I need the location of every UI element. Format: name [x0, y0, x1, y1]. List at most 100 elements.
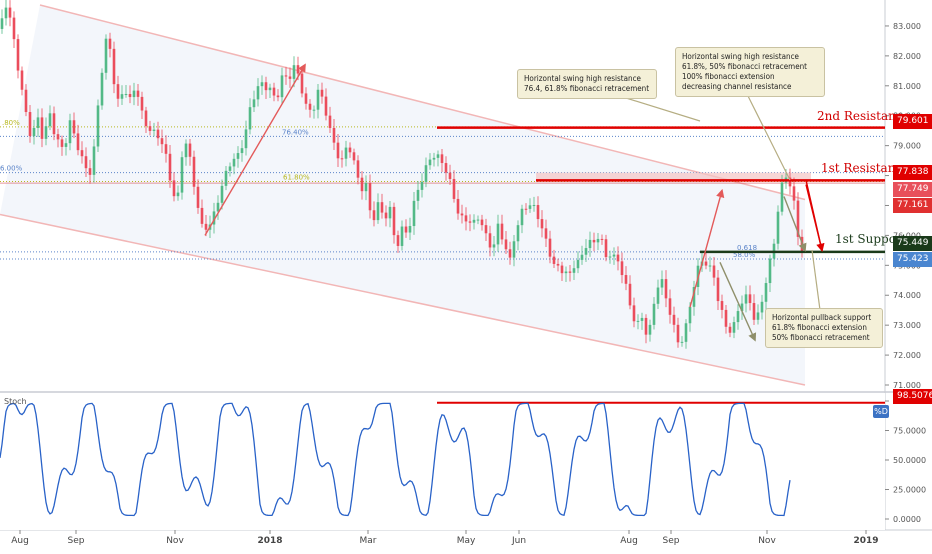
price-tag-77161: 77.161 [893, 198, 932, 213]
candle-body [424, 165, 428, 182]
projection-arrow [805, 179, 823, 251]
candle-body [644, 317, 648, 335]
candle-body [796, 200, 800, 237]
candle-body [80, 150, 84, 157]
annotation-pullback-support: Horizontal pullback support 61.8% fibona… [765, 308, 883, 348]
candle-body [708, 265, 712, 267]
candle-body [196, 186, 200, 208]
fib-label: 0.618 [737, 244, 757, 252]
candle-body [300, 73, 304, 94]
candle-body [288, 76, 292, 79]
candle-body [108, 38, 112, 49]
candle-body [364, 183, 368, 192]
candle-body [612, 254, 616, 257]
candle-body [104, 38, 108, 73]
candle-body [140, 96, 144, 111]
candle-body [40, 117, 44, 139]
candle-body [420, 181, 424, 190]
candle-body [380, 202, 384, 213]
candle-body [528, 205, 532, 209]
candle-body [564, 271, 568, 274]
time-axis-label: Aug [11, 536, 29, 546]
level-label-1st-support: 1st Support [835, 232, 907, 246]
stoch-legend-badge: %D [873, 405, 889, 418]
candle-body [136, 90, 140, 97]
price-axis-tick-label: 73.000 [893, 321, 921, 330]
candle-body [560, 265, 564, 274]
candle-body [244, 129, 248, 149]
candle-body [664, 279, 668, 299]
stoch-value-tag: 98.5076 [893, 389, 932, 404]
candle-body [484, 225, 488, 234]
candle-body [368, 183, 372, 211]
candle-body [776, 211, 780, 244]
candle-body [120, 94, 124, 99]
level-label-2nd-resistance: 2nd Resistance [817, 109, 910, 123]
fib-label: 58.0% [733, 251, 756, 259]
candle-body [292, 65, 296, 79]
candle-body [184, 143, 188, 158]
candle-body [192, 156, 196, 187]
candle-body [328, 115, 332, 128]
candle-body [592, 239, 596, 243]
candle-body [316, 89, 320, 110]
candle-body [476, 219, 480, 221]
candle-body [712, 265, 716, 278]
candle-body [36, 117, 40, 128]
candle-body [752, 303, 756, 320]
channel-fill [0, 5, 805, 386]
trend-arrow [719, 262, 757, 342]
price-tag-75423: 75.423 [893, 252, 932, 267]
candle-body [28, 112, 32, 137]
price-axis-tick-label: 81.000 [893, 82, 921, 91]
candle-body [760, 301, 764, 313]
price-tag-current: 77.749 [893, 182, 932, 197]
candle-body [248, 107, 252, 130]
time-axis-label: Jun [511, 536, 526, 546]
candle-body [656, 287, 660, 304]
candle-body [640, 317, 644, 321]
candle-body [76, 133, 80, 151]
stoch-axis-tick-label: 25.0000 [893, 486, 926, 495]
candle-body [148, 126, 152, 131]
trend-arrow [689, 188, 725, 308]
time-axis-label: 2018 [257, 536, 282, 546]
candle-body [180, 157, 184, 193]
price-axis-tick-label: 74.000 [893, 291, 921, 300]
candle-body [176, 192, 180, 197]
candle-body [764, 283, 768, 302]
candle-body [552, 256, 556, 264]
candle-body [352, 152, 356, 161]
candle-body [572, 268, 576, 273]
candle-body [384, 212, 388, 219]
candle-body [788, 177, 792, 187]
candle-body [428, 159, 432, 166]
candle-body [704, 261, 708, 266]
candle-body [508, 249, 512, 258]
price-tag-1st-support: 75.449 [893, 236, 932, 251]
candle-body [44, 126, 48, 139]
candle-body [688, 306, 692, 324]
candle-body [336, 142, 340, 159]
candle-body [72, 120, 76, 134]
candle-body [224, 170, 228, 186]
candle-body [412, 200, 416, 227]
candle-body [404, 226, 408, 233]
candle-body [164, 144, 168, 154]
candle-body [240, 148, 244, 154]
candle-body [348, 147, 352, 153]
resistance-zone [536, 172, 811, 181]
candle-body [360, 177, 364, 192]
candle-body [32, 127, 36, 137]
candle-body [376, 202, 380, 221]
candle-body [4, 7, 8, 19]
candle-body [168, 153, 172, 181]
annotation-swing-high-2: Horizontal swing high resistance 61.8%, … [675, 47, 825, 97]
candle-body [280, 75, 284, 98]
candle-body [296, 65, 300, 74]
candle-body [544, 228, 548, 239]
candle-body [676, 324, 680, 343]
trend-arrow [204, 63, 306, 236]
candle-body [652, 303, 656, 325]
